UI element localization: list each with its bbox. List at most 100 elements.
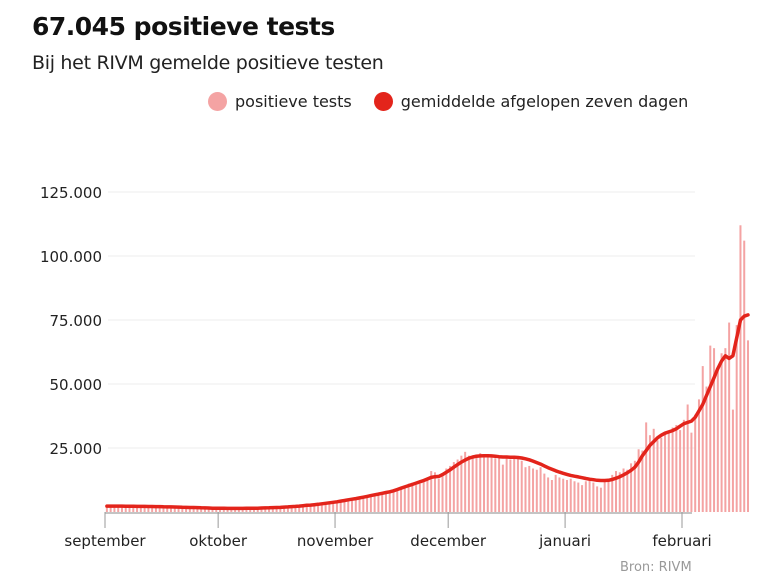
bar (618, 472, 621, 512)
bar (716, 371, 719, 512)
bar (181, 508, 184, 512)
bar (113, 506, 116, 512)
bar (460, 455, 463, 512)
bar (381, 492, 384, 512)
bar (313, 505, 316, 512)
bar (728, 322, 731, 512)
y-tick-label: 25.000 (50, 440, 103, 458)
bar (249, 508, 252, 512)
bar (154, 507, 157, 512)
bar (354, 497, 357, 512)
x-tick-label: januari (538, 532, 591, 550)
bar (486, 456, 489, 512)
bar (301, 505, 304, 512)
bar (200, 508, 203, 512)
bar (637, 449, 640, 512)
source-note: Bron: RIVM (620, 560, 692, 575)
bar (445, 468, 448, 512)
bar (294, 505, 297, 512)
bar (185, 507, 188, 512)
bar (490, 455, 493, 512)
x-tick-label: december (410, 532, 487, 550)
bar (192, 507, 195, 512)
bar (667, 432, 670, 512)
bar (203, 508, 206, 512)
bar (124, 506, 127, 512)
bar (505, 458, 508, 512)
bar (539, 467, 542, 512)
bar (524, 467, 527, 512)
bar (358, 497, 361, 512)
bar (400, 487, 403, 512)
bar (682, 419, 685, 512)
bar (596, 486, 599, 512)
bar (415, 485, 418, 512)
bar (664, 433, 667, 512)
bar (275, 507, 278, 512)
bar (607, 478, 610, 512)
bar (120, 506, 123, 512)
bar (599, 487, 602, 512)
legend-item-seven-day-average: gemiddelde afgelopen zeven dagen (373, 92, 688, 111)
bar (366, 496, 369, 512)
bar (283, 507, 286, 512)
bar (215, 508, 218, 512)
bar (630, 463, 633, 512)
bar (226, 508, 229, 512)
bar (652, 428, 655, 512)
bar (550, 480, 553, 512)
bar (339, 500, 342, 512)
bar (332, 501, 335, 512)
bar (320, 503, 323, 512)
bar (562, 478, 565, 512)
bar (207, 508, 210, 512)
legend-item-positive-tests: positieve tests (208, 92, 352, 111)
bar (305, 505, 308, 512)
bar (558, 477, 561, 512)
bar (437, 478, 440, 512)
bar (328, 502, 331, 512)
bar (483, 455, 486, 512)
x-tick-label: september (64, 532, 146, 550)
bar (298, 505, 301, 512)
bar (694, 414, 697, 512)
bar (581, 485, 584, 512)
bar (701, 366, 704, 512)
bar (516, 456, 519, 512)
bar (388, 491, 391, 512)
bar (158, 506, 161, 512)
y-tick-label: 100.000 (40, 248, 102, 266)
bar (132, 506, 135, 512)
bar (633, 460, 636, 512)
bar (464, 451, 467, 512)
bar (139, 506, 142, 512)
bar (471, 458, 474, 512)
series-line-seven-day-average (105, 313, 750, 511)
bar (724, 348, 727, 512)
bar (426, 477, 429, 512)
bar (713, 348, 716, 512)
bar (660, 437, 663, 512)
bar (105, 506, 108, 512)
bar (271, 507, 274, 512)
bar (256, 508, 259, 512)
bar (565, 480, 568, 512)
bar (479, 453, 482, 512)
bar (430, 471, 433, 512)
bar (384, 492, 387, 512)
bar (588, 480, 591, 512)
bar (543, 473, 546, 512)
x-tick-label: oktober (189, 532, 248, 550)
bar (143, 506, 146, 512)
bar (433, 472, 436, 512)
bar (351, 498, 354, 512)
bar (501, 464, 504, 512)
bar (169, 506, 172, 512)
bar (211, 507, 214, 512)
bar (422, 481, 425, 512)
bar (743, 240, 746, 512)
bar (377, 493, 380, 512)
bar (697, 399, 700, 512)
bar (290, 506, 293, 512)
bar (222, 508, 225, 512)
